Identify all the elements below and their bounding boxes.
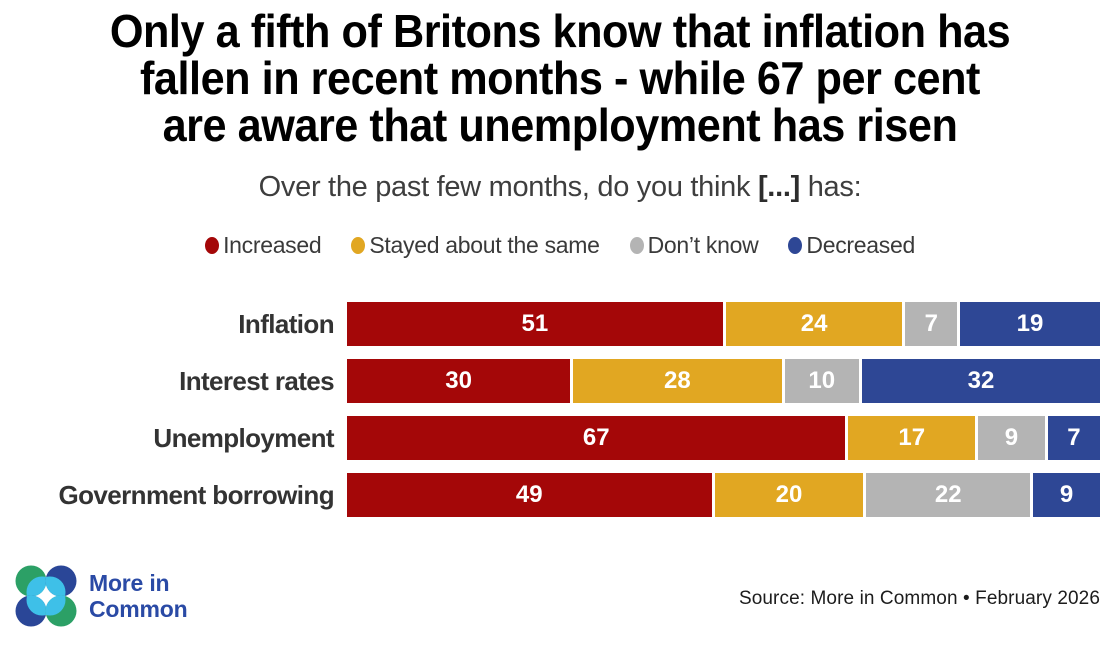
legend-item: Increased bbox=[205, 232, 322, 259]
legend-label: Don’t know bbox=[647, 232, 759, 258]
brand-name-line-2: Common bbox=[89, 596, 188, 622]
legend-item: Decreased bbox=[788, 232, 915, 259]
subtitle-prefix: Over the past few months, do you think bbox=[258, 171, 758, 203]
bar-segment-decreased: 19 bbox=[960, 302, 1100, 346]
bar-segment-stayed-about-the-same: 24 bbox=[725, 302, 903, 346]
legend: Increased Stayed about the same Don’t know… bbox=[0, 232, 1120, 259]
bar-value-label: 28 bbox=[664, 367, 691, 394]
legend-label: Increased bbox=[223, 232, 322, 258]
brand-block: More in Common bbox=[14, 562, 188, 630]
bar-segment-stayed-about-the-same: 20 bbox=[714, 473, 864, 517]
legend-dot-icon bbox=[205, 237, 220, 254]
subtitle-suffix: has: bbox=[799, 171, 862, 203]
bar-track: 67 17 9 7 bbox=[347, 416, 1100, 460]
bar-value-label: 9 bbox=[1059, 481, 1074, 508]
bar-value-label: 7 bbox=[924, 310, 938, 337]
bar-segment-stayed-about-the-same: 28 bbox=[573, 359, 782, 403]
bar-value-label: 22 bbox=[934, 481, 962, 508]
more-in-common-logo-icon bbox=[15, 565, 77, 627]
bar-segment-increased: 30 bbox=[347, 359, 571, 403]
bar-value-label: 7 bbox=[1067, 424, 1081, 451]
legend-item: Stayed about the same bbox=[351, 232, 600, 259]
bar-rows: Inflation 51 24 7 19 Interest rates 30 28 10 32 Un… bbox=[0, 302, 1100, 517]
bar-value-label: 67 bbox=[582, 424, 610, 451]
bar-value-label: 10 bbox=[808, 367, 836, 394]
chart-title-line-2: fallen in recent months - while 67 per c… bbox=[139, 52, 980, 104]
bar-segment-don-t-know: 22 bbox=[866, 473, 1031, 517]
bar-value-label: 24 bbox=[800, 310, 828, 337]
subtitle-placeholder: [...] bbox=[757, 171, 800, 203]
bar-row: Unemployment 67 17 9 7 bbox=[0, 416, 1100, 460]
bar-value-label: 30 bbox=[445, 367, 472, 394]
bar-value-label: 32 bbox=[967, 367, 995, 394]
bar-track: 49 20 22 9 bbox=[347, 473, 1100, 517]
bar-value-label: 9 bbox=[1004, 424, 1019, 451]
source-attribution: Source: More in Common • February 2026 bbox=[738, 588, 1100, 609]
bar-segment-stayed-about-the-same: 17 bbox=[848, 416, 975, 460]
bar-segment-increased: 49 bbox=[347, 473, 712, 517]
brand-name: More in Common bbox=[89, 570, 188, 622]
bar-row: Inflation 51 24 7 19 bbox=[0, 302, 1100, 346]
chart-subtitle: Over the past few months, do you think [… bbox=[0, 171, 1120, 204]
bar-row: Interest rates 30 28 10 32 bbox=[0, 359, 1100, 403]
legend-item: Don’t know bbox=[629, 232, 759, 259]
legend-dot-icon bbox=[629, 237, 644, 254]
bar-segment-don-t-know: 7 bbox=[905, 302, 958, 346]
bar-value-label: 17 bbox=[898, 424, 926, 451]
bar-segment-decreased: 9 bbox=[1033, 473, 1100, 517]
bar-segment-don-t-know: 10 bbox=[784, 359, 859, 403]
bar-segment-decreased: 32 bbox=[861, 359, 1100, 403]
bar-segment-increased: 67 bbox=[347, 416, 846, 460]
category-label: Government borrowing bbox=[58, 480, 335, 510]
legend-dot-icon bbox=[351, 237, 366, 254]
bar-segment-don-t-know: 9 bbox=[977, 416, 1045, 460]
chart-title: Only a fifth of Britons know that inflat… bbox=[34, 8, 1087, 149]
category-label: Interest rates bbox=[179, 366, 335, 396]
bar-track: 30 28 10 32 bbox=[347, 359, 1100, 403]
legend-label: Stayed about the same bbox=[369, 232, 600, 258]
legend-dot-icon bbox=[788, 237, 803, 254]
legend-label: Decreased bbox=[806, 232, 915, 258]
bar-row: Government borrowing 49 20 22 9 bbox=[0, 473, 1100, 517]
brand-name-line-1: More in bbox=[89, 570, 170, 596]
bar-value-label: 49 bbox=[515, 481, 543, 508]
bar-value-label: 19 bbox=[1016, 310, 1044, 337]
bar-chart: Inflation 51 24 7 19 Interest rates 30 28 10 32 Un… bbox=[0, 302, 1100, 530]
bar-value-label: 51 bbox=[521, 310, 549, 337]
bar-value-label: 20 bbox=[775, 481, 803, 508]
bar-segment-increased: 51 bbox=[347, 302, 723, 346]
chart-title-line-1: Only a fifth of Britons know that inflat… bbox=[109, 5, 1011, 57]
category-label: Inflation bbox=[238, 309, 334, 339]
category-label: Unemployment bbox=[153, 423, 334, 453]
bar-segment-decreased: 7 bbox=[1047, 416, 1100, 460]
bar-track: 51 24 7 19 bbox=[347, 302, 1100, 346]
chart-title-line-3: are aware that unemployment has risen bbox=[162, 99, 958, 151]
